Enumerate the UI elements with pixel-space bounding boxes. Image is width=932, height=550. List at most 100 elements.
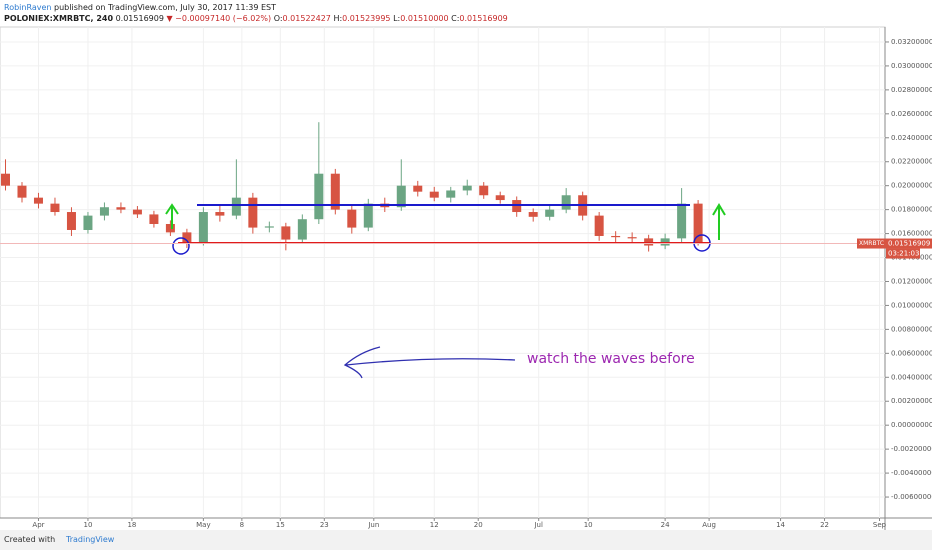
tag-price: 0.01516909: [888, 240, 930, 248]
c-label: C:: [451, 14, 460, 23]
candle-body: [330, 173, 340, 210]
candle-body: [462, 185, 472, 191]
y-tick-label: 0.01800000: [891, 206, 932, 214]
candle-body: [66, 212, 76, 230]
candle-body: [264, 226, 274, 228]
candle-body: [363, 203, 373, 228]
symbol: POLONIEX:XMRBTC, 240: [4, 14, 114, 23]
h: 0.01523995: [342, 14, 391, 23]
candle-body: [528, 212, 538, 217]
candle-body: [116, 207, 126, 210]
brand[interactable]: TradingView: [66, 535, 115, 544]
l-label: L:: [393, 14, 401, 23]
candle-body: [281, 226, 291, 240]
header: RobinRaven published on TradingView.com,…: [4, 2, 508, 24]
candle-body: [611, 235, 621, 238]
y-tick-label: 0.01000000: [891, 301, 932, 309]
tag-price-bg: [886, 238, 932, 249]
candle-body: [660, 238, 670, 246]
y-tick-label: 0.02200000: [891, 158, 932, 166]
x-tick-label: 15: [276, 521, 285, 529]
y-tick-label: 0.03200000: [891, 38, 932, 46]
candle-body: [512, 200, 522, 213]
x-tick-label: 10: [584, 521, 593, 529]
x-tick-label: Jun: [367, 521, 379, 529]
last: 0.01516909: [115, 14, 164, 23]
tag-countdown: 03:21:03: [888, 250, 919, 258]
candle-body: [627, 237, 637, 239]
x-tick-label: 18: [127, 521, 136, 529]
candle-body: [347, 209, 357, 228]
y-tick-label: 0.01200000: [891, 277, 932, 285]
y-tick-label: -0.00200000: [891, 445, 932, 453]
y-tick-label: 0.00400000: [891, 373, 932, 381]
candle-body: [198, 212, 208, 244]
x-tick-label: 23: [320, 521, 329, 529]
published: published on TradingView.com, July 30, 2…: [54, 3, 277, 12]
o-label: O:: [273, 14, 283, 23]
c: 0.01516909: [459, 14, 508, 23]
tag-countdown-bg: [886, 248, 920, 259]
y-tick-label: 0.00600000: [891, 349, 932, 357]
candle-body: [132, 209, 142, 215]
candle-body: [182, 232, 192, 244]
tag-symbol: XMRBTC: [859, 240, 884, 247]
y-tick-label: 0.03000000: [891, 62, 932, 70]
up-arrow: [712, 203, 726, 240]
y-tick-label: 0.02400000: [891, 134, 932, 142]
candle-body: [677, 203, 687, 239]
y-tick-label: 0.00000000: [891, 421, 932, 429]
x-tick-label: 14: [776, 521, 785, 529]
candle-body: [165, 223, 175, 233]
x-tick-label: Sep: [873, 521, 887, 529]
marks: 0.03200000 0.03000000 0.02800000 0.02600000…: [0, 27, 932, 529]
candle-body: [50, 203, 60, 213]
y-tick-label: 0.00800000: [891, 325, 932, 333]
annotation: watch the waves before: [527, 351, 695, 367]
candle-body: [644, 238, 654, 246]
created-with: Created with: [4, 535, 56, 544]
y-tick-label: 0.00200000: [891, 397, 932, 405]
candle-body: [314, 173, 324, 220]
circle: [693, 234, 711, 252]
candle-body: [561, 195, 571, 210]
up-arrow: [165, 203, 179, 229]
h-label: H:: [333, 14, 343, 23]
chart: 0.03200000 0.03000000 0.02800000 0.02600000…: [0, 26, 932, 530]
candle-body: [33, 197, 43, 204]
y-tick-label: 0.01600000: [891, 230, 932, 238]
l: 0.01510000: [400, 14, 449, 23]
x-tick-label: 10: [83, 521, 92, 529]
x-tick-label: Jul: [533, 521, 543, 529]
candle-body: [83, 215, 93, 230]
o: 0.01522427: [282, 14, 331, 23]
candle-body: [215, 212, 225, 216]
candle-body: [495, 195, 505, 201]
candle-body: [149, 214, 159, 224]
hand-arrow: [343, 346, 516, 379]
tag-symbol-bg: [857, 238, 886, 249]
x-tick-label: 8: [240, 521, 244, 529]
x-tick-label: 20: [474, 521, 483, 529]
author[interactable]: RobinRaven: [4, 3, 52, 12]
candle-body: [594, 215, 604, 236]
x-tick-label: 22: [820, 521, 829, 529]
change: ▼ −0.00097140 (−6.02%): [166, 14, 272, 23]
candle-body: [429, 191, 439, 198]
x-tick-label: Aug: [702, 521, 716, 529]
circle: [172, 237, 190, 255]
candle-body: [413, 185, 423, 192]
x-tick-label: 12: [430, 521, 439, 529]
x-tick-label: May: [196, 521, 210, 529]
candle-body: [17, 185, 27, 198]
candle-body: [396, 185, 406, 208]
y-tick-label: 0.02000000: [891, 182, 932, 190]
plot-frame: [0, 26, 886, 519]
candle-body: [0, 173, 10, 186]
x-tick-label: Apr: [32, 521, 44, 529]
candle-body: [446, 190, 456, 198]
y-tick-label: -0.00400000: [891, 469, 932, 477]
candle-body: [248, 197, 258, 228]
candle-body: [231, 197, 241, 216]
